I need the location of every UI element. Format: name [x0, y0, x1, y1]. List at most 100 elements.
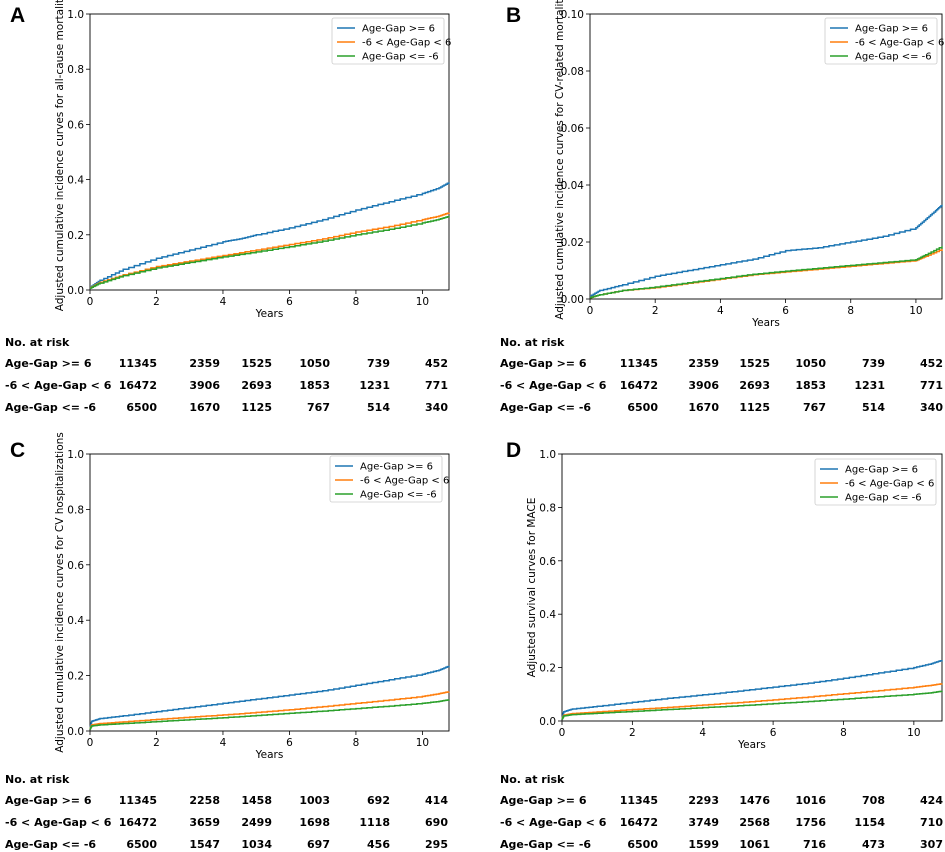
- risk-cell: 1016: [795, 794, 826, 807]
- risk-cell: 16472: [620, 816, 658, 829]
- x-axis-label: Years: [255, 308, 284, 320]
- risk-cell: 514: [367, 401, 390, 414]
- risk-cell: 6500: [126, 401, 157, 414]
- risk-cell: 1125: [241, 401, 272, 414]
- y-tick-label: 1.0: [539, 449, 556, 461]
- y-tick-label: 0.6: [539, 556, 556, 568]
- panel-letter: A: [10, 4, 25, 27]
- y-tick-label: 0.08: [561, 66, 584, 78]
- risk-cell: 3659: [189, 816, 220, 829]
- risk-row-label: Age-Gap <= -6: [500, 838, 591, 851]
- risk-cell: 340: [920, 401, 943, 414]
- risk-cell: 6500: [627, 401, 658, 414]
- risk-row-label: -6 < Age-Gap < 6: [500, 816, 607, 829]
- series-line-3: [89, 699, 450, 730]
- risk-row-label: Age-Gap >= 6: [500, 357, 587, 370]
- risk-cell: 1231: [359, 379, 390, 392]
- risk-cell: 2293: [688, 794, 719, 807]
- legend-entry: Age-Gap <= -6: [855, 52, 932, 63]
- risk-cell: 2359: [189, 357, 220, 370]
- risk-cell: 2568: [739, 816, 770, 829]
- plot-frame: [589, 13, 943, 300]
- risk-cell: 1050: [299, 357, 330, 370]
- risk-cell: 1853: [299, 379, 330, 392]
- legend-box: [331, 17, 445, 65]
- y-tick-label: 0.0: [67, 726, 84, 738]
- x-tick-label: 2: [652, 305, 659, 317]
- legend-entry: Age-Gap >= 6: [855, 24, 928, 35]
- panel-letter: B: [506, 4, 521, 27]
- risk-cell: 2359: [688, 357, 719, 370]
- risk-table: No. at risk Age-Gap >= 6 11345 2359 1525 1050…: [500, 336, 943, 414]
- x-tick-label: 4: [699, 727, 706, 739]
- risk-cell: 11345: [119, 357, 157, 370]
- x-tick-label: 6: [286, 296, 293, 308]
- risk-cell: 452: [425, 357, 448, 370]
- risk-row-label: Age-Gap <= -6: [5, 401, 96, 414]
- x-tick-label: 0: [87, 737, 94, 749]
- legend-entry: -6 < Age-Gap < 6: [362, 38, 451, 49]
- y-tick-label: 0.6: [67, 119, 84, 131]
- risk-cell: 6500: [627, 838, 658, 851]
- y-tick-label: 0.02: [561, 237, 584, 249]
- risk-cell: 1118: [359, 816, 390, 829]
- panel-letter: D: [506, 439, 521, 462]
- y-axis-label: Adjusted cumulative incidence curves for…: [54, 0, 66, 311]
- risk-cell: 739: [862, 357, 885, 370]
- x-tick-label: 6: [782, 305, 789, 317]
- y-axis-label: Adjusted cumulative incidence curves for…: [554, 0, 566, 320]
- y-tick-label: 0.2: [67, 230, 84, 242]
- y-tick-label: 0.10: [561, 9, 584, 21]
- risk-cell: 1061: [739, 838, 770, 851]
- risk-cell: 1476: [739, 794, 770, 807]
- x-tick-label: 10: [909, 305, 922, 317]
- y-tick-label: 1.0: [67, 9, 84, 21]
- series-line-2: [561, 683, 943, 720]
- risk-cell: 2693: [739, 379, 770, 392]
- y-tick-label: 0.4: [539, 609, 556, 621]
- risk-cell: 11345: [119, 794, 157, 807]
- series-line-3: [590, 246, 943, 299]
- legend-entry: Age-Gap <= -6: [360, 490, 437, 501]
- risk-cell: 710: [920, 816, 943, 829]
- x-tick-label: 8: [353, 296, 360, 308]
- x-tick-label: 10: [416, 737, 429, 749]
- risk-table-title: No. at risk: [5, 773, 70, 786]
- legend-entry: -6 < Age-Gap < 6: [845, 479, 934, 490]
- risk-cell: 767: [803, 401, 826, 414]
- y-tick-label: 0.4: [67, 615, 84, 627]
- x-axis-label: Years: [737, 739, 766, 751]
- risk-cell: 1003: [299, 794, 330, 807]
- x-tick-label: 8: [353, 737, 360, 749]
- risk-cell: 11345: [620, 794, 658, 807]
- risk-cell: 16472: [119, 379, 157, 392]
- risk-table: No. at risk Age-Gap >= 6 11345 2258 1458 1003…: [5, 773, 448, 851]
- risk-row-label: -6 < Age-Gap < 6: [500, 379, 607, 392]
- risk-row-label: Age-Gap <= -6: [5, 838, 96, 851]
- legend: Age-Gap >= 6 -6 < Age-Gap < 6 Age-Gap <= -…: [814, 458, 937, 506]
- x-tick-label: 2: [153, 296, 160, 308]
- risk-cell: 1458: [241, 794, 272, 807]
- risk-cell: 473: [862, 838, 885, 851]
- risk-table-title: No. at risk: [500, 773, 565, 786]
- y-tick-label: 0.8: [539, 502, 556, 514]
- risk-cell: 2258: [189, 794, 220, 807]
- x-tick-label: 8: [840, 727, 847, 739]
- x-tick-label: 2: [629, 727, 636, 739]
- legend-entry: Age-Gap >= 6: [362, 24, 435, 35]
- panel-a: A 0 2 4 6 8 10 0.0 0.2 0.4 0.6 0.8 1.0 Years Adjusted …: [5, 0, 451, 414]
- panel-d: D 0 2 4 6 8 10 0.0 0.2 0.4 0.6 0.8 1.0 Years Adjusted …: [500, 439, 943, 851]
- series-line-3: [561, 690, 943, 720]
- risk-cell: 1231: [854, 379, 885, 392]
- risk-cell: 1034: [241, 838, 272, 851]
- x-axis-label: Years: [255, 749, 284, 761]
- risk-table: No. at risk Age-Gap >= 6 11345 2293 1476 1016…: [500, 773, 943, 851]
- legend-entry: -6 < Age-Gap < 6: [855, 38, 944, 49]
- risk-cell: 1670: [189, 401, 220, 414]
- x-tick-label: 2: [153, 737, 160, 749]
- risk-row-label: Age-Gap <= -6: [500, 401, 591, 414]
- risk-table-title: No. at risk: [500, 336, 565, 349]
- legend-entry: Age-Gap <= -6: [845, 493, 922, 504]
- legend: Age-Gap >= 6 -6 < Age-Gap < 6 Age-Gap <= -…: [329, 455, 449, 503]
